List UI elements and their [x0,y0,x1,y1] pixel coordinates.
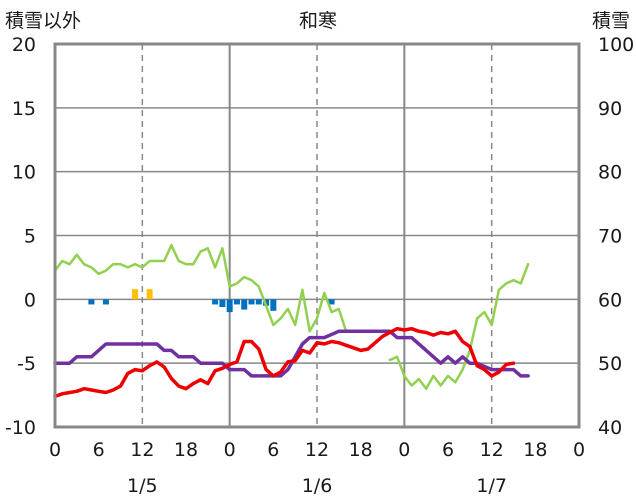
right-tick-label: 70 [598,226,622,248]
precip-bar [328,299,335,305]
chart-title: 和寒 [299,10,337,32]
date-label: 1/5 [127,475,158,497]
x-tick-label: 6 [442,439,454,461]
x-tick-label: 12 [480,439,504,461]
temperature-line [53,326,516,399]
precip-bar [212,299,219,305]
date-label: 1/6 [302,475,333,497]
precip-bar [226,299,233,313]
right-tick-label: 40 [598,417,622,439]
bars [88,289,335,313]
x-tick-label: 0 [573,439,585,461]
left-tick-label: -10 [5,417,36,439]
plot-frame [53,42,581,429]
x-tick-label: 6 [267,439,279,461]
humidity-line [53,243,530,390]
precip-bar [241,299,248,310]
x-tick-label: 0 [49,439,61,461]
dewpoint-line [53,329,530,378]
precip-bar [270,299,277,311]
precip-bar [255,299,262,305]
precip-bar [248,299,255,305]
x-tick-label: 0 [398,439,410,461]
precip-bar [102,299,109,305]
x-tick-label: 0 [224,439,236,461]
sunshine-bar [132,289,139,300]
x-tick-label: 18 [349,439,373,461]
grid [55,44,579,427]
precip-bar [233,299,240,305]
series-lines [53,243,530,399]
left-tick-label: -5 [17,353,36,375]
precip-bar [88,299,95,305]
left-axis-label: 積雪以外 [5,10,81,32]
left-tick-label: 0 [24,289,36,311]
right-tick-label: 50 [598,353,622,375]
left-tick-label: 5 [24,226,36,248]
x-tick-label: 12 [305,439,329,461]
left-tick-label: 15 [12,98,36,120]
left-tick-label: 20 [12,34,36,56]
right-axis-label: 積雪 [592,10,630,32]
right-tick-label: 100 [598,34,634,56]
precip-bar [219,299,226,307]
x-tick-label: 18 [523,439,547,461]
right-tick-label: 90 [598,98,622,120]
right-tick-label: 80 [598,162,622,184]
x-tick-label: 6 [93,439,105,461]
left-tick-label: 10 [12,162,36,184]
sunshine-bar [146,289,153,300]
x-tick-label: 18 [174,439,198,461]
x-tick-label: 12 [130,439,154,461]
date-label: 1/7 [476,475,507,497]
right-tick-label: 60 [598,289,622,311]
